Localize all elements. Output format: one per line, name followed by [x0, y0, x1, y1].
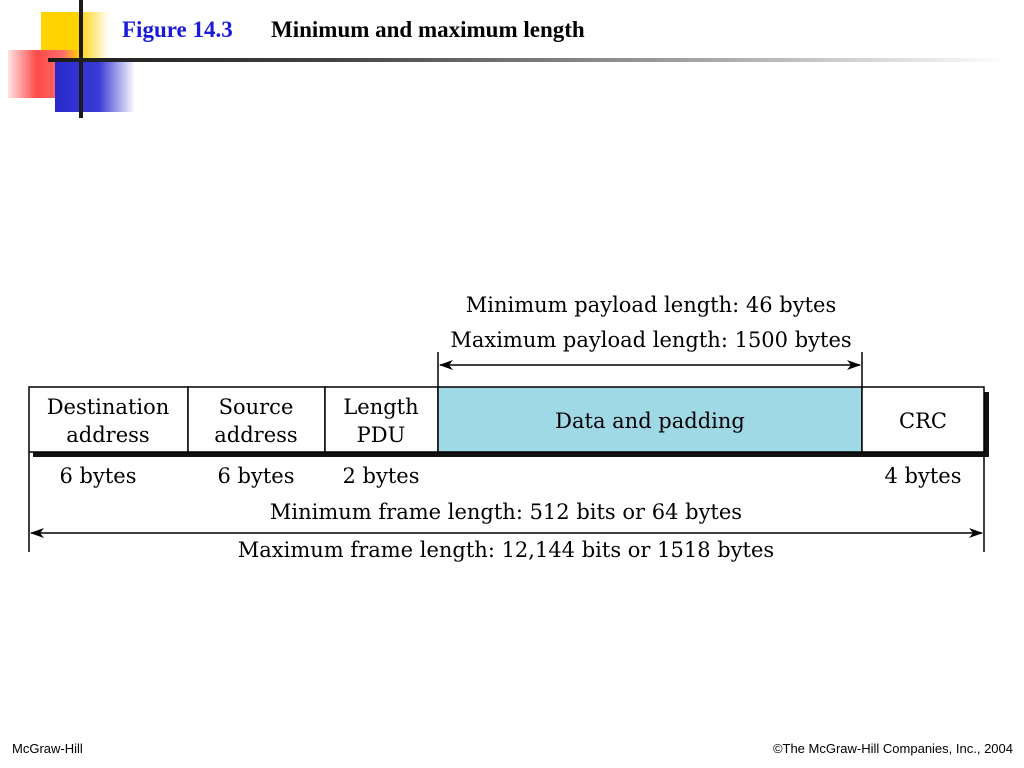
title-underline-rule — [48, 58, 1008, 62]
field-length-label-line1: Length — [343, 395, 418, 419]
payload-max-label: Maximum payload length: 1500 bytes — [450, 328, 851, 352]
slide-title: Minimum and maximum length — [271, 17, 585, 42]
field-length-label-line2: PDU — [357, 423, 406, 447]
frame-max-label: Maximum frame length: 12,144 bits or 151… — [238, 538, 774, 562]
corner-decoration-blue — [55, 62, 135, 112]
figure-number: Figure 14.3 — [122, 17, 233, 42]
field-destination-label-line1: Destination — [47, 395, 170, 419]
size-crc: 4 bytes — [885, 464, 962, 488]
field-source-label-line2: address — [214, 423, 297, 447]
size-source: 6 bytes — [218, 464, 295, 488]
field-source-label-line1: Source — [219, 395, 294, 419]
payload-min-label: Minimum payload length: 46 bytes — [466, 293, 836, 317]
field-data-label: Data and padding — [555, 409, 745, 433]
size-destination: 6 bytes — [60, 464, 137, 488]
size-length: 2 bytes — [343, 464, 420, 488]
field-source-address — [187, 386, 326, 453]
footer-copyright: ©The McGraw-Hill Companies, Inc., 2004 — [772, 741, 1013, 756]
field-crc-label: CRC — [899, 409, 947, 433]
field-destination-label-line2: address — [66, 423, 149, 447]
frame-min-label: Minimum frame length: 512 bits or 64 byt… — [270, 500, 742, 524]
footer-publisher: McGraw-Hill — [12, 741, 83, 756]
field-crc — [861, 386, 985, 453]
field-data-and-padding — [437, 386, 863, 453]
field-destination-address — [28, 386, 189, 453]
field-length-pdu — [324, 386, 439, 453]
